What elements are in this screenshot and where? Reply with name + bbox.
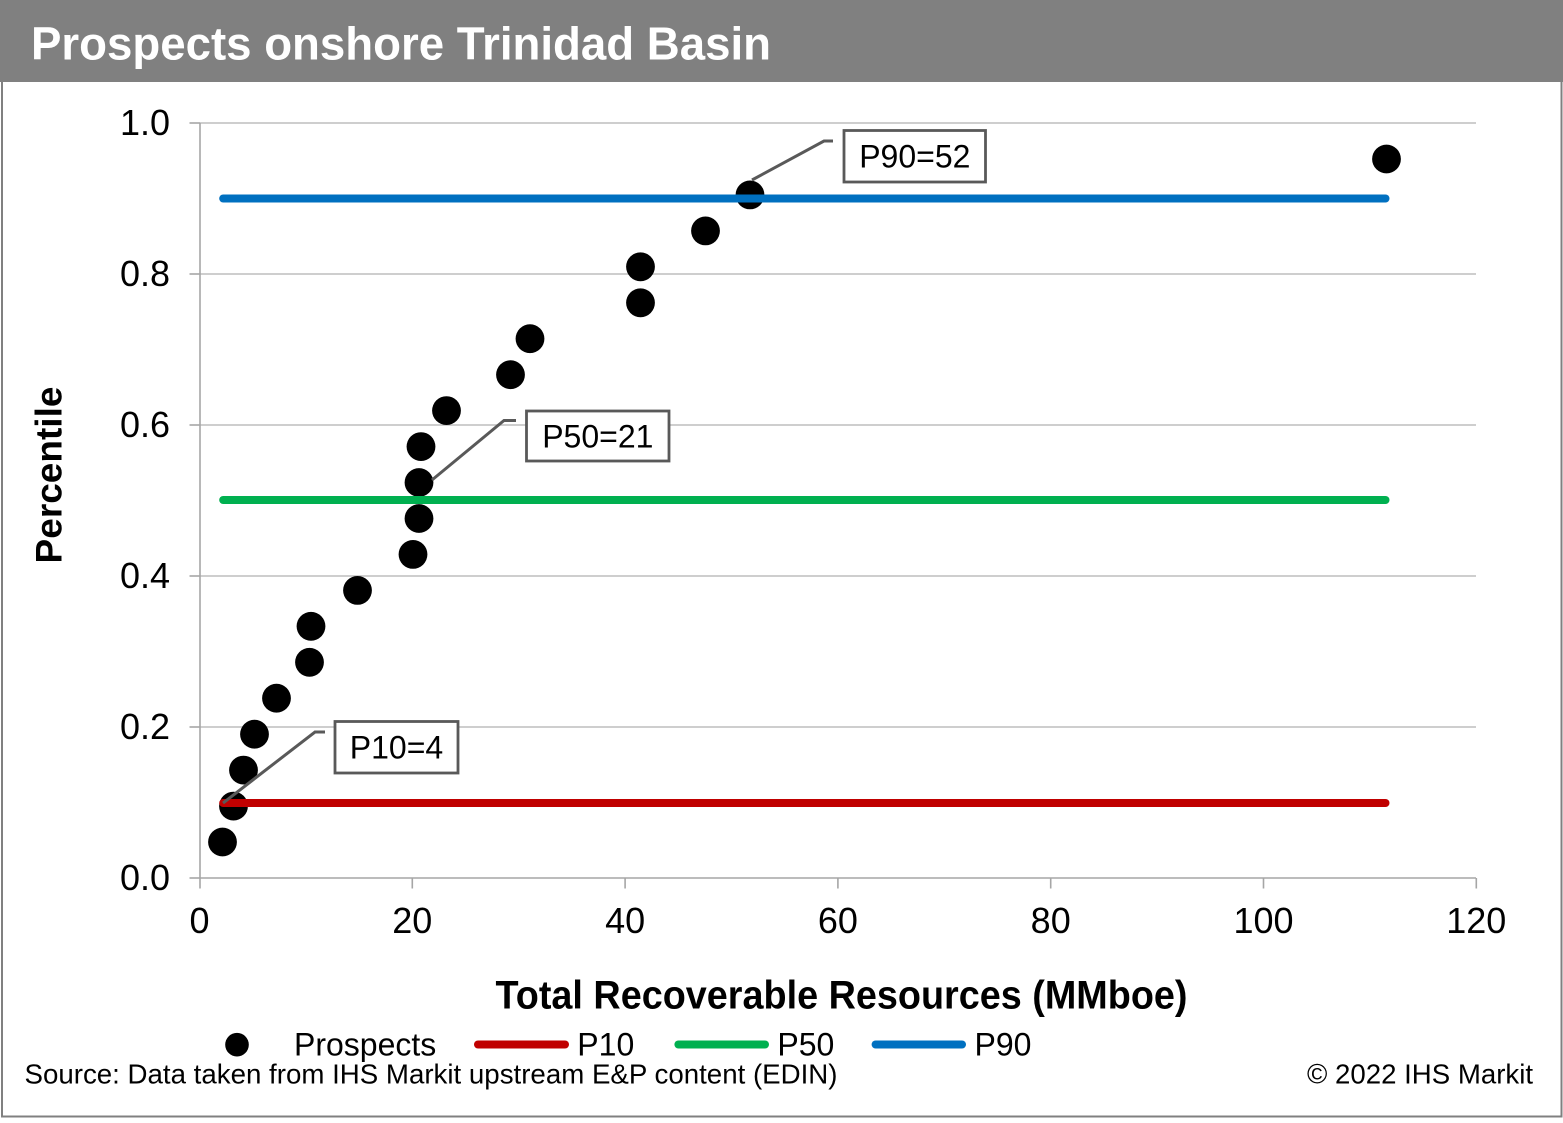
svg-text:0.4: 0.4: [120, 555, 170, 596]
svg-text:P50: P50: [777, 1027, 834, 1063]
svg-text:0.0: 0.0: [120, 857, 170, 898]
svg-text:120: 120: [1446, 900, 1506, 941]
svg-text:1.0: 1.0: [120, 102, 170, 143]
svg-text:P10: P10: [577, 1027, 634, 1063]
svg-text:Percentile: Percentile: [29, 387, 70, 564]
svg-text:P50=21: P50=21: [542, 419, 653, 455]
svg-text:P90: P90: [975, 1027, 1032, 1063]
svg-text:Total Recoverable Resources (M: Total Recoverable Resources (MMboe): [496, 974, 1188, 1018]
svg-text:© 2022 IHS Markit: © 2022 IHS Markit: [1307, 1059, 1533, 1090]
svg-text:60: 60: [818, 900, 858, 941]
svg-text:Source: Data taken from IHS Ma: Source: Data taken from IHS Markit upstr…: [25, 1059, 838, 1090]
svg-text:Prospects: Prospects: [294, 1027, 436, 1063]
svg-text:Prospects onshore Trinidad Bas: Prospects onshore Trinidad Basin: [31, 18, 771, 70]
svg-text:80: 80: [1031, 900, 1071, 941]
svg-text:P10=4: P10=4: [350, 730, 443, 766]
svg-text:40: 40: [605, 900, 645, 941]
svg-text:P90=52: P90=52: [859, 139, 970, 175]
svg-text:20: 20: [392, 900, 432, 941]
svg-text:0.2: 0.2: [120, 706, 170, 747]
svg-text:0.6: 0.6: [120, 404, 170, 445]
svg-text:100: 100: [1233, 900, 1293, 941]
svg-text:0.8: 0.8: [120, 253, 170, 294]
svg-text:0: 0: [189, 900, 209, 941]
